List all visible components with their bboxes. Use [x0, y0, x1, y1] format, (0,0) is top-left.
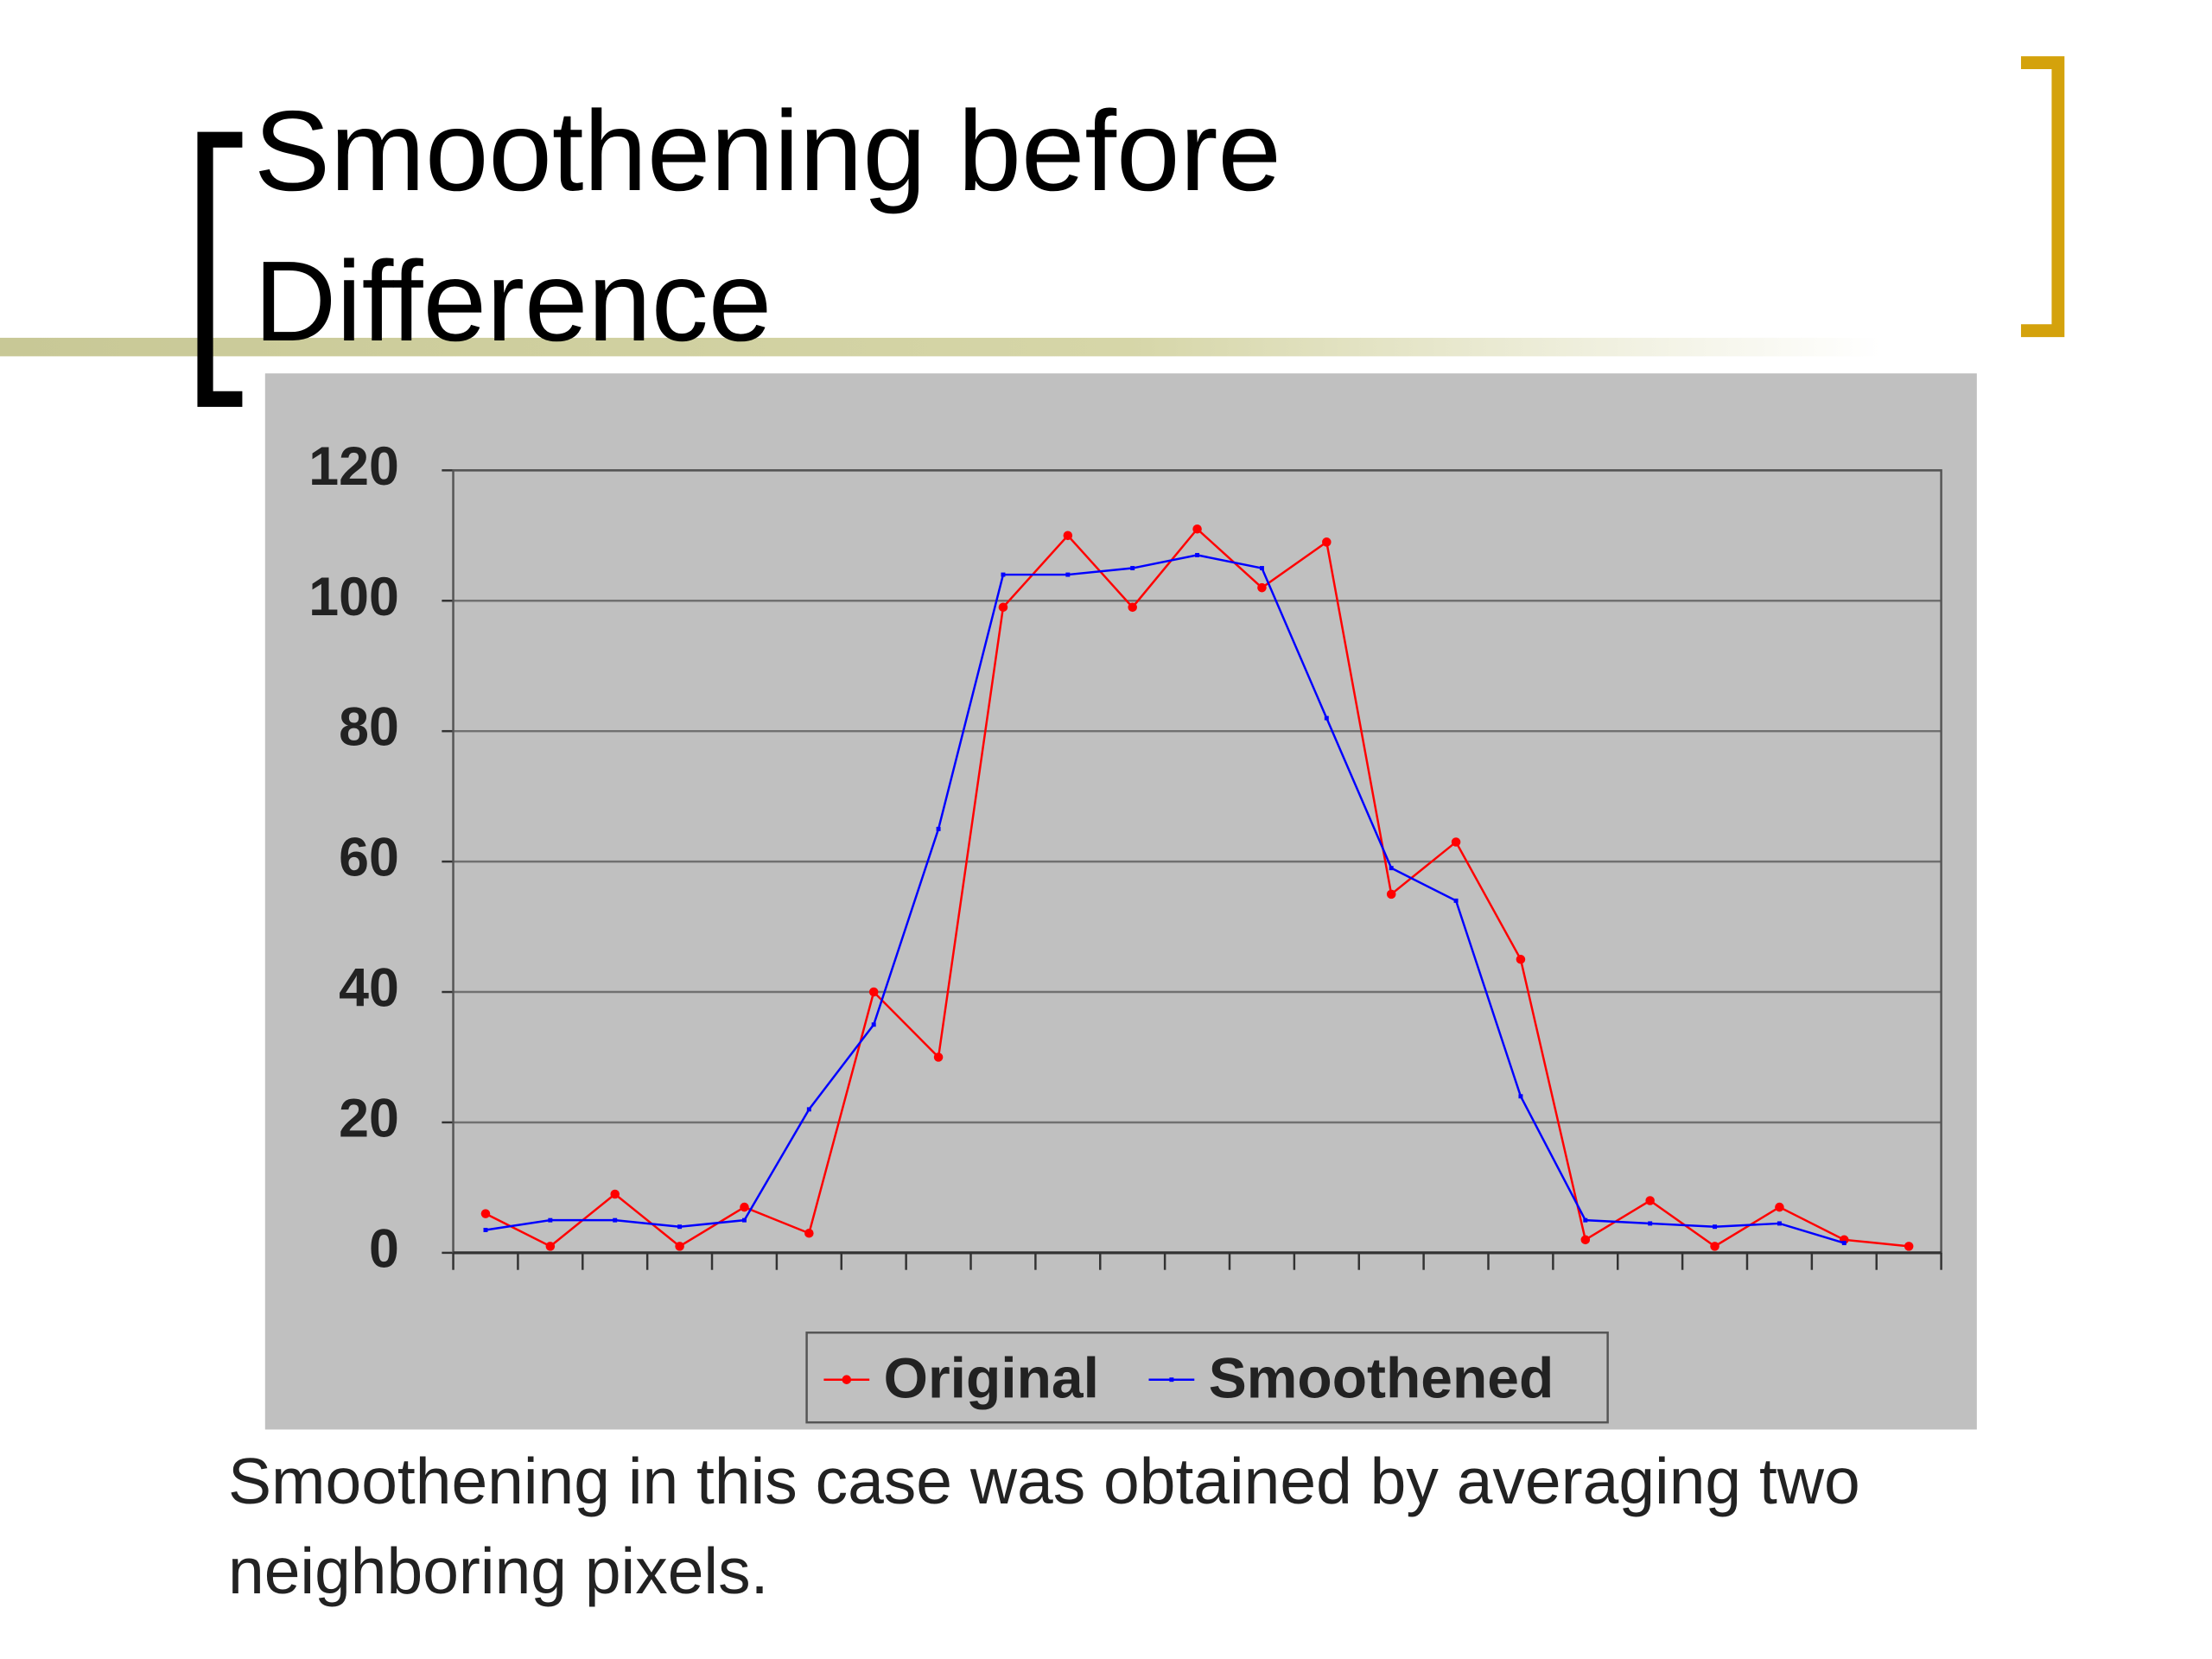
point-marker [483, 1228, 488, 1232]
point-marker [804, 1228, 814, 1238]
chart-area [264, 373, 1977, 1430]
point-marker [1259, 566, 1264, 570]
point-marker [1195, 552, 1200, 557]
point-marker [1710, 1242, 1719, 1251]
legend-marker [842, 1375, 852, 1384]
point-marker [675, 1242, 684, 1251]
point-marker [1904, 1242, 1914, 1251]
caption: Smoothening in this case was obtained by… [228, 1445, 1860, 1607]
point-marker [1065, 572, 1071, 577]
point-marker [806, 1107, 811, 1112]
point-marker [1453, 898, 1459, 903]
y-tick-label: 100 [308, 567, 399, 627]
legend-marker [1169, 1377, 1174, 1382]
series-line [485, 554, 1845, 1244]
point-marker [1257, 582, 1267, 593]
point-marker [1518, 1094, 1523, 1099]
point-marker [1322, 537, 1332, 547]
point-marker [933, 1052, 944, 1062]
point-marker [1063, 531, 1073, 541]
point-marker [677, 1224, 683, 1230]
point-marker [480, 1209, 491, 1218]
point-marker [741, 1217, 747, 1223]
point-marker [1451, 837, 1461, 847]
point-marker [936, 826, 941, 831]
title-rule [0, 337, 1882, 357]
point-marker [1580, 1235, 1591, 1245]
point-marker [1645, 1196, 1655, 1205]
left-bracket [197, 131, 243, 407]
point-marker [871, 1022, 876, 1027]
point-marker [1389, 866, 1394, 871]
point-marker [1130, 566, 1135, 570]
slide-title: Smoothening before Difference [254, 87, 1281, 365]
legend-box [805, 1332, 1609, 1424]
y-tick-label: 40 [339, 958, 399, 1019]
point-marker [1516, 955, 1526, 964]
point-marker [1775, 1202, 1784, 1212]
point-marker [610, 1189, 620, 1199]
point-marker [1841, 1241, 1847, 1246]
point-marker [613, 1217, 618, 1223]
point-marker [740, 1202, 749, 1212]
legend-label: Original [884, 1345, 1099, 1409]
point-marker [548, 1217, 553, 1223]
y-tick-label: 20 [339, 1089, 399, 1149]
legend-label: Smoothened [1209, 1345, 1554, 1409]
right-bracket [2020, 56, 2065, 338]
point-marker [1777, 1221, 1782, 1226]
point-marker [1001, 572, 1006, 577]
point-marker [1192, 524, 1202, 534]
point-marker [1583, 1217, 1588, 1223]
point-marker [1324, 715, 1329, 721]
point-marker [868, 987, 879, 997]
point-marker [1128, 602, 1137, 613]
point-marker [545, 1242, 556, 1251]
chart: 0 20 40 60 80 100 120 Original Smoothened [308, 436, 1942, 1424]
y-tick-label: 80 [339, 697, 399, 758]
point-marker [998, 602, 1008, 613]
point-marker [1386, 889, 1396, 899]
y-tick-label: 120 [308, 436, 399, 497]
point-marker [1648, 1221, 1653, 1226]
y-tick-label: 0 [369, 1218, 399, 1279]
y-tick-label: 60 [339, 828, 399, 888]
point-marker [1713, 1224, 1718, 1230]
